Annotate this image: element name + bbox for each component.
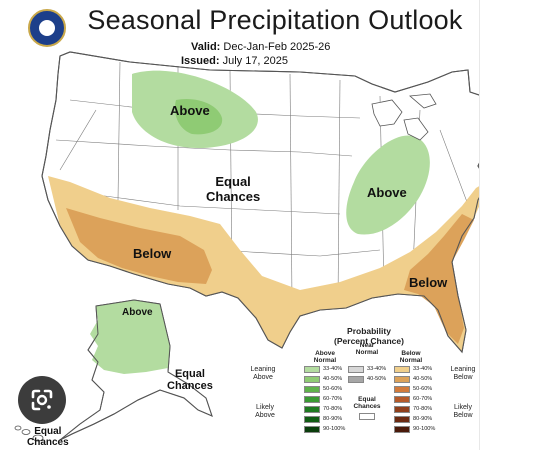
- legend-likely-above: Likely Above: [248, 404, 282, 420]
- legend-below-header: Below Normal: [394, 350, 428, 364]
- legend-leaning-below-line2: Below: [453, 374, 473, 381]
- valid-value: Dec-Jan-Feb 2025-26: [223, 41, 331, 53]
- legend-below-swatch: [394, 426, 410, 433]
- label-alaska-equal-chances: Equal Chances: [167, 368, 213, 392]
- legend-heading-line2: (Percent Chance): [334, 336, 404, 346]
- label-cut-equal-chances: Equal Chances: [27, 426, 69, 448]
- issued-line: Issued: July 17, 2025: [181, 55, 288, 67]
- region-northern-rockies-above-40: [174, 98, 223, 135]
- legend-below-bin-label: 80-90%: [413, 416, 433, 422]
- legend-likely-below: Likely Below: [446, 404, 480, 420]
- google-lens-button[interactable]: [18, 376, 66, 424]
- legend-ec-line1: Equal: [358, 396, 376, 403]
- legend-below-bin-label: 50-60%: [413, 386, 433, 392]
- valid-line: Valid: Dec-Jan-Feb 2025-26: [191, 41, 330, 53]
- conus-ec-line2: Chances: [206, 189, 261, 204]
- legend-heading-line1: Probability: [347, 326, 391, 336]
- legend-above-bin-label: 40-50%: [323, 376, 343, 382]
- cut-ec-line1: Equal: [34, 426, 62, 437]
- great-lakes: [371, 93, 437, 141]
- legend-above-bin-label: 50-60%: [323, 386, 343, 392]
- label-conus-equal-chances: Equal Chances: [206, 174, 260, 204]
- region-alaska-above-33: [90, 300, 170, 374]
- legend-above-header-line1: Above: [315, 350, 335, 357]
- alaska-ec-line1: Equal: [174, 368, 205, 380]
- legend-likely-above-line2: Above: [255, 412, 275, 419]
- legend-above-bin-label: 60-70%: [323, 396, 343, 402]
- region-southeast-below-40: [404, 214, 474, 344]
- legend-equal-chances-swatch: [359, 413, 375, 420]
- legend-below-bin-label: 70-80%: [413, 406, 433, 412]
- label-ohio-valley: Above: [367, 185, 407, 200]
- legend-above-swatch: [304, 396, 320, 403]
- conus-ec-line1: Equal: [215, 174, 251, 189]
- label-southwest: Below: [133, 246, 172, 261]
- legend-likely-below-line1: Likely: [454, 404, 472, 411]
- legend-below-bin-label: 40-50%: [413, 376, 433, 382]
- legend-below-bin-label: 90-100%: [413, 426, 436, 432]
- legend-near-bin-label: 40-50%: [367, 376, 387, 382]
- google-lens-icon: [31, 389, 53, 411]
- legend-leaning-above-line2: Above: [253, 374, 273, 381]
- legend-above-bin-label: 90-100%: [323, 426, 346, 432]
- legend-likely-above-line1: Likely: [256, 404, 274, 411]
- legend-likely-below-line2: Below: [453, 412, 473, 419]
- region-southwest-below-33: [48, 176, 486, 352]
- legend-below-swatch: [394, 396, 410, 403]
- legend-near-swatch: [348, 366, 364, 373]
- legend-above-header: Above Normal: [308, 350, 342, 364]
- legend-leaning-above-line1: Leaning: [250, 366, 276, 373]
- legend-near-swatch: [348, 376, 364, 383]
- legend-above-header-line2: Normal: [313, 357, 337, 364]
- legend-near-header-line2: Normal: [355, 349, 379, 356]
- legend-leaning-below-line1: Leaning: [450, 366, 476, 373]
- legend-below-swatch: [394, 376, 410, 383]
- alaska-ec-line2: Chances: [167, 380, 213, 392]
- region-ohio-valley-above-33: [346, 135, 430, 235]
- legend-above-swatch: [304, 376, 320, 383]
- cut-ec-line2: Chances: [27, 437, 69, 448]
- issued-value: July 17, 2025: [222, 55, 289, 67]
- doc-seal-icon: [28, 9, 66, 47]
- legend-leaning-below: Leaning Below: [446, 366, 480, 382]
- hawaii-islands: [14, 425, 44, 442]
- label-northern-rockies: Above: [170, 103, 210, 118]
- probability-legend: Probability (Percent Chance) Above Norma…: [244, 326, 494, 446]
- valid-label: Valid:: [191, 41, 221, 53]
- region-southwest-below-40: [66, 208, 212, 284]
- legend-below-swatch: [394, 416, 410, 423]
- legend-above-swatch: [304, 406, 320, 413]
- legend-below-bin-label: 33-40%: [413, 366, 433, 372]
- legend-equal-chances-label: Equal Chances: [350, 396, 384, 410]
- page-title: Seasonal Precipitation Outlook: [87, 5, 463, 35]
- issued-label: Issued:: [181, 55, 220, 67]
- legend-above-swatch: [304, 426, 320, 433]
- legend-above-swatch: [304, 416, 320, 423]
- legend-near-header: Near Normal: [350, 342, 384, 356]
- legend-below-header-line1: Below: [401, 350, 421, 357]
- legend-near-bin-label: 33-40%: [367, 366, 387, 372]
- legend-above-bin-label: 70-80%: [323, 406, 343, 412]
- legend-below-swatch: [394, 406, 410, 413]
- legend-above-swatch: [304, 386, 320, 393]
- legend-below-header-line2: Normal: [399, 357, 423, 364]
- legend-below-swatch: [394, 366, 410, 373]
- legend-above-bin-label: 33-40%: [323, 366, 343, 372]
- legend-near-header-line1: Near: [359, 342, 375, 349]
- legend-leaning-above: Leaning Above: [246, 366, 280, 382]
- label-southeast: Below: [409, 275, 448, 290]
- legend-above-bin-label: 80-90%: [323, 416, 343, 422]
- legend-below-bin-label: 60-70%: [413, 396, 433, 402]
- right-margin: [479, 0, 552, 450]
- legend-heading: Probability (Percent Chance): [284, 326, 454, 346]
- legend-above-swatch: [304, 366, 320, 373]
- label-alaska: Above: [122, 307, 153, 318]
- legend-ec-line2: Chances: [353, 403, 381, 410]
- legend-below-swatch: [394, 386, 410, 393]
